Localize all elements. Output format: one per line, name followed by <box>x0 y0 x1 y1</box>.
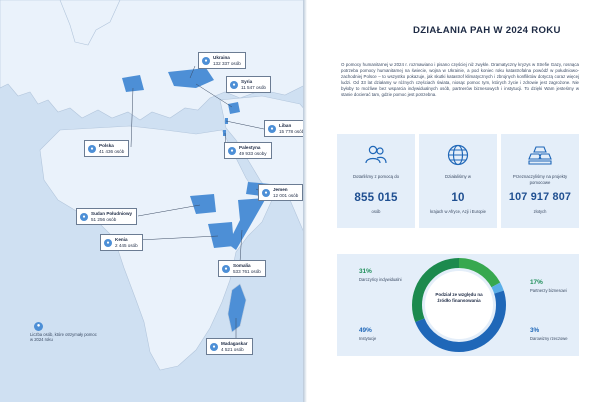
donut-segments <box>412 258 506 352</box>
person-icon: ● <box>268 124 276 133</box>
callout-yemen: ● Jemen 12 001 osób <box>258 184 304 202</box>
callout-madagascar: ● Madagaskar 4 521 osób <box>206 338 253 356</box>
stat-card-funds: Przeznaczyliśmy na projekty pomocowe 107… <box>501 134 579 228</box>
callout-value: 41 436 osób <box>99 148 125 154</box>
segment-pct: 31% <box>359 268 372 275</box>
callout-country: Sudan Południowy <box>91 211 133 216</box>
stat-value: 107 917 807 <box>508 191 572 203</box>
person-icon: ● <box>80 212 88 221</box>
stat-label: Przeznaczyliśmy na projekty pomocowe <box>512 174 568 185</box>
callout-palestine: ● Palestyna 49 933 osoby <box>224 142 272 160</box>
south-sudan-highlight <box>190 194 216 214</box>
stat-value: 855 015 <box>354 191 398 204</box>
callout-value: 12 001 osób <box>273 192 299 198</box>
callout-value: 4 521 osób <box>221 346 244 352</box>
intro-paragraph: O pomocy humanitarnej w 2024 r. rozmawia… <box>341 62 579 98</box>
syria-highlight <box>228 102 240 114</box>
person-icon: ● <box>202 56 210 65</box>
donut-segment <box>412 258 506 352</box>
stat-label: Dotarliśmy z pomocą do <box>352 174 400 179</box>
page-title: DZIAŁANIA PAH W 2024 ROKU <box>413 25 561 36</box>
callout-south-sudan: ● Sudan Południowy 51 256 osób <box>76 208 138 226</box>
callout-value: 11 547 osób <box>241 84 266 90</box>
ukraine-highlight <box>168 68 214 88</box>
poland-highlight <box>122 75 144 92</box>
callout-value: 15 778 osób <box>279 128 305 134</box>
callout-country: Liban <box>279 123 292 128</box>
segment-label: Darczyńcy indywidualni <box>359 277 402 282</box>
callout-country: Polska <box>99 143 114 148</box>
segment-pct: 3% <box>530 327 540 334</box>
stat-sub: złotych <box>533 209 547 214</box>
somalia-highlight <box>228 198 266 250</box>
donut-segment <box>412 258 506 352</box>
callout-country: Palestyna <box>239 145 261 150</box>
funding-donut <box>412 258 506 352</box>
callout-syria: ● Syria 11 547 osób <box>226 76 271 94</box>
callout-value: 533 761 osób <box>233 268 261 274</box>
scandinavia-landmass <box>59 0 121 46</box>
callout-somalia: ● Somalia 533 761 osób <box>218 260 266 278</box>
callout-value: 132 337 osób <box>213 60 241 66</box>
segment-pct: 49% <box>359 327 372 334</box>
callout-country: Somalia <box>233 263 251 268</box>
segment-pct: 17% <box>530 279 543 286</box>
callout-value: 2 445 osób <box>115 242 138 248</box>
segment-label: Partnerzy biznesowi <box>530 288 567 293</box>
person-icon: ● <box>104 238 112 247</box>
donut-hole <box>425 271 493 339</box>
globe-icon <box>447 144 469 166</box>
kenya-highlight <box>208 222 234 248</box>
callout-poland: ● Polska 41 436 osób <box>84 140 130 158</box>
segment-label: Darowizny rzeczowe <box>530 336 568 341</box>
map-legend: Liczba osób, które otrzymały pomoc w 202… <box>30 332 97 343</box>
page-gutter <box>303 0 307 402</box>
world-map <box>0 0 305 371</box>
person-icon: ● <box>34 322 43 331</box>
map-page: ● Ukraina 132 337 osób ● Syria 11 547 os… <box>0 0 305 402</box>
stat-sub: krajach w Afryce, Azji i Europie <box>430 209 486 214</box>
funding-chart-card: Podział ze względu na źródło finansowani… <box>337 254 579 356</box>
callout-country: Madagaskar <box>221 341 248 346</box>
palestine-highlight <box>223 130 226 136</box>
callout-country: Syria <box>241 79 253 84</box>
summary-page: DZIAŁANIA PAH W 2024 ROKU O pomocy human… <box>307 0 610 402</box>
segment-label: Instytucje <box>359 336 377 341</box>
callout-kenya: ● Kenia 2 445 osób <box>100 234 143 252</box>
stat-card-people: Dotarliśmy z pomocą do 855 015 osób <box>337 134 415 228</box>
person-icon: ● <box>88 144 96 153</box>
gold-bars-icon <box>528 146 552 165</box>
person-icon: ● <box>262 188 270 197</box>
stat-value: 10 <box>451 191 465 204</box>
callout-value: 49 933 osoby <box>239 150 267 156</box>
callout-country: Kenia <box>115 237 128 242</box>
madagascar-landmass <box>227 283 247 333</box>
person-icon: ● <box>228 146 236 155</box>
stat-card-countries: Działaliśmy w 10 krajach w Afryce, Azji … <box>419 134 497 228</box>
callout-ukraine: ● Ukraina 132 337 osób <box>198 52 246 70</box>
callout-connectors <box>130 65 265 342</box>
stat-label: Działaliśmy w <box>444 174 472 179</box>
callout-country: Jemen <box>273 187 288 192</box>
donut-center-title: Podział ze względu na źródło finansowani… <box>435 292 483 303</box>
people-icon <box>365 145 387 164</box>
person-icon: ● <box>230 80 238 89</box>
callout-value: 51 256 osób <box>91 216 117 222</box>
callout-lebanon: ● Liban 15 778 osób <box>264 120 305 138</box>
callout-country: Ukraina <box>213 55 230 60</box>
stat-sub: osób <box>371 209 381 214</box>
person-icon: ● <box>210 342 218 351</box>
person-icon: ● <box>222 264 230 273</box>
